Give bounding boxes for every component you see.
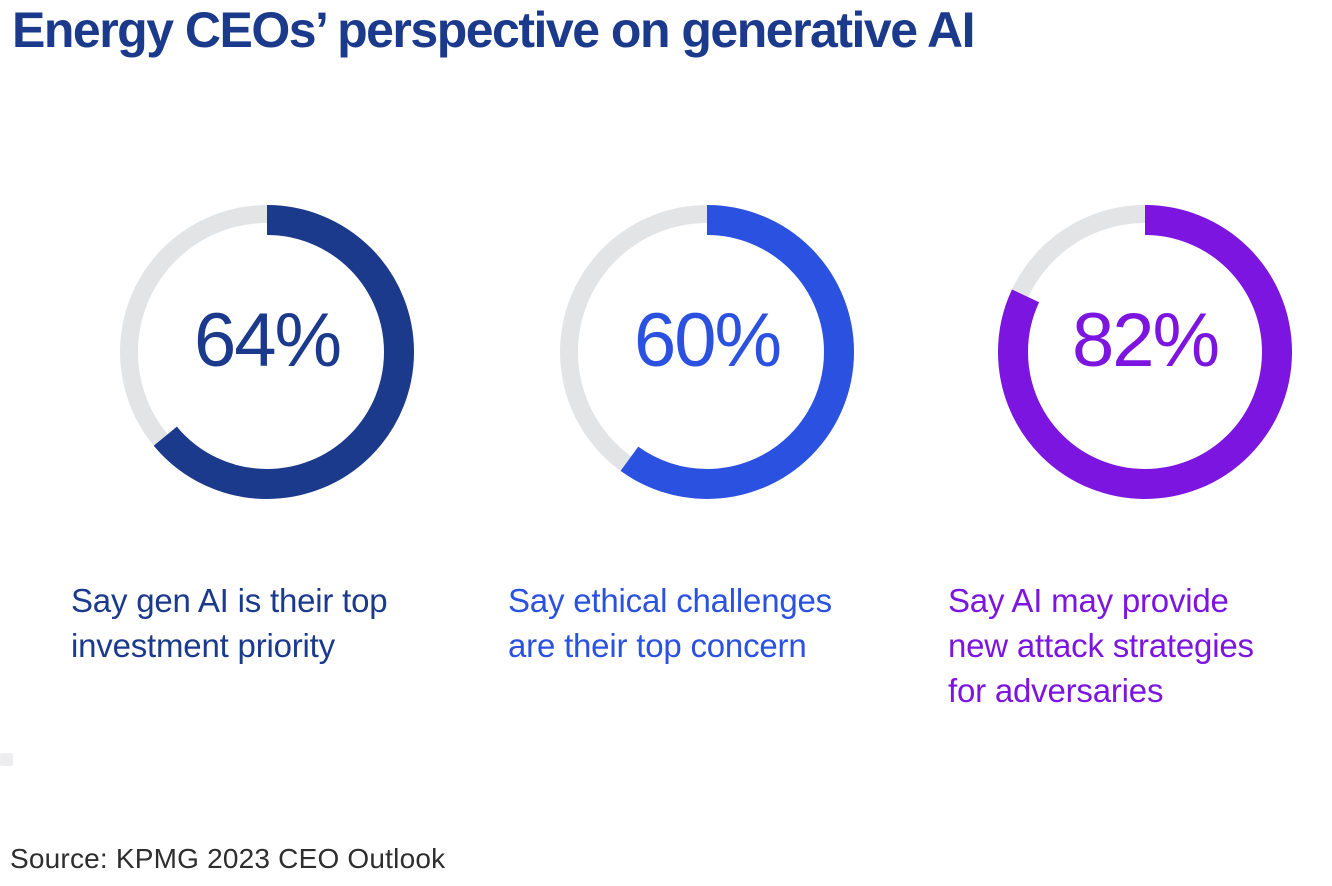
donut-caption-attack-strategies: Say AI may provide new attack strategies… (948, 578, 1332, 713)
donut-chart-attack-strategies: 82% (997, 204, 1293, 500)
percent-label: 60% (633, 297, 782, 383)
percent-label: 64% (193, 297, 342, 383)
source-note: Source: KPMG 2023 CEO Outlook (10, 843, 446, 874)
donut-caption-gen-ai-investment: Say gen AI is their top investment prior… (71, 578, 491, 668)
percent-label: 82% (1071, 297, 1220, 383)
donut-ring-svg (998, 205, 1292, 499)
caption-line: Say gen AI is their top (71, 582, 388, 619)
donut-caption-ethical-challenges: Say ethical challenges are their top con… (508, 578, 938, 668)
caption-line: for adversaries (948, 672, 1164, 709)
caption-line: Say AI may provide (948, 582, 1229, 619)
donut-arc (998, 205, 1292, 499)
caption-line: investment priority (71, 627, 335, 664)
donut-chart-gen-ai-investment: 64% (119, 204, 415, 500)
donut-arc (560, 205, 854, 499)
stray-mark (0, 753, 13, 766)
page-title: Energy CEOs’ perspective on generative A… (12, 2, 976, 58)
donut-arc (120, 205, 414, 499)
caption-line: new attack strategies (948, 627, 1254, 664)
donut-ring-svg (560, 205, 854, 499)
caption-line: are their top concern (508, 627, 807, 664)
caption-line: Say ethical challenges (508, 582, 832, 619)
donut-chart-ethical-challenges: 60% (559, 204, 855, 500)
donut-ring-svg (120, 205, 414, 499)
